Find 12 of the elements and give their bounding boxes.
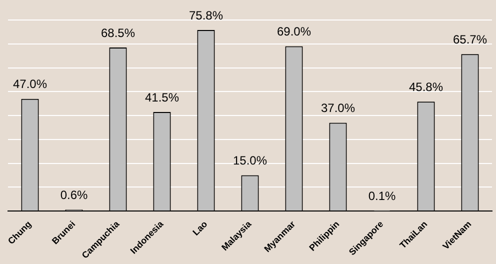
x-tick-label: Lao: [190, 218, 210, 238]
data-label: 0.1%: [368, 189, 396, 204]
data-label: 68.5%: [100, 26, 136, 40]
data-label: 45.8%: [408, 80, 444, 94]
data-label: 41.5%: [144, 90, 180, 104]
data-label: 65.7%: [452, 32, 488, 46]
data-label: 37.0%: [320, 101, 356, 116]
data-label: 47.0%: [12, 77, 48, 92]
data-label: 69.0%: [276, 24, 312, 39]
data-label: 0.6%: [60, 188, 88, 202]
data-label: 15.0%: [232, 154, 268, 168]
data-label: 75.8%: [188, 8, 224, 22]
